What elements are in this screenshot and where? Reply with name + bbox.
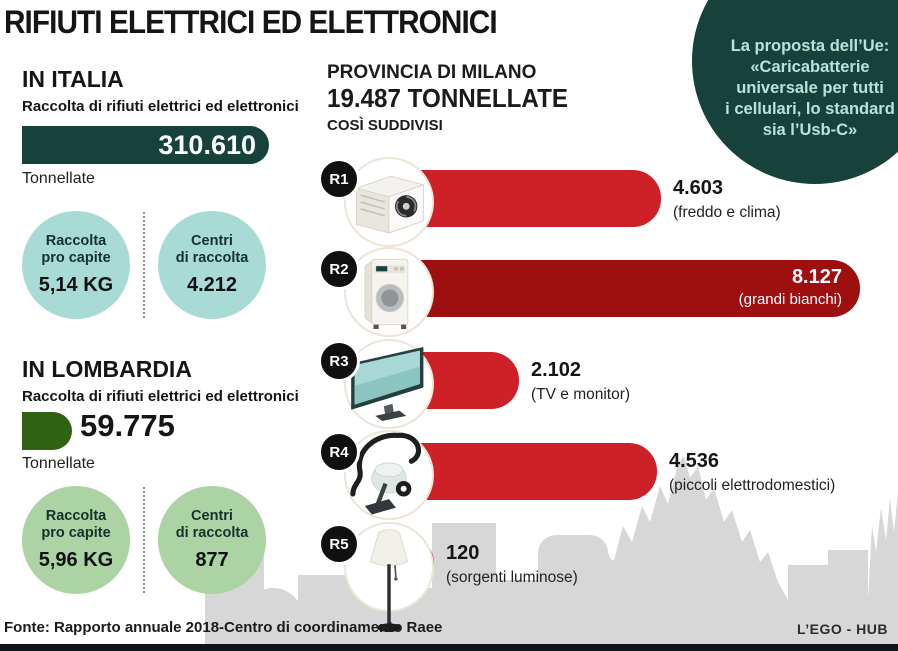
r5-caption: (sorgenti luminose) xyxy=(446,569,578,586)
r3-badge: R3 xyxy=(318,340,360,382)
r4-value: 4.536 xyxy=(669,450,720,472)
milano-total: 19.487 TONNELLATE xyxy=(327,83,568,113)
stat-label: Raccolta pro capite xyxy=(41,508,111,541)
r5-value-group: 120 (sorgenti luminose) xyxy=(446,542,578,587)
r2-caption: (grandi bianchi) xyxy=(738,291,842,308)
lombardia-centri-circle: Centri di raccolta 877 xyxy=(158,486,266,594)
stat-value: 5,96 KG xyxy=(38,549,114,571)
bar-r4 xyxy=(400,443,657,500)
stat-label: Centri di raccolta xyxy=(175,508,249,541)
waste-row-r3: R3 2.102 (TV e monitor) xyxy=(0,339,898,429)
r1-badge: R1 xyxy=(318,158,360,200)
eu-proposal-circle: La proposta dell’Ue: «Caricabatterie uni… xyxy=(692,0,898,184)
tv-monitor-icon xyxy=(351,347,424,421)
stat-value: 4.212 xyxy=(186,274,238,296)
page-title: RIFIUTI ELETTRICI ED ELETTRONICI xyxy=(4,4,498,40)
bottom-bar xyxy=(0,644,898,651)
r2-value-group: 8.127 (grandi bianchi) xyxy=(739,266,842,308)
r1-value-group: 4.603 (freddo e clima) xyxy=(673,177,781,222)
dotted-divider xyxy=(143,487,145,593)
bar-r1 xyxy=(400,170,661,227)
r1-icon-circle xyxy=(344,157,434,247)
floor-lamp-icon xyxy=(369,529,409,632)
waste-row-r4: R4 4.536 (piccoli elettrodomestici) xyxy=(0,430,898,520)
waste-row-r5: R5 120 (sorgenti luminose) xyxy=(0,522,898,632)
stat-label: Centri di raccolta xyxy=(175,233,249,266)
italia-pro-capite-circle: Raccolta pro capite 5,14 KG xyxy=(22,211,130,319)
r2-badge: R2 xyxy=(318,248,360,290)
waste-row-r1: R1 4.603 (freddo e clima) xyxy=(0,157,898,247)
italia-total-value: 310.610 xyxy=(158,130,256,160)
italia-centri-circle: Centri di raccolta 4.212 xyxy=(158,211,266,319)
lombardia-subheading: Raccolta di rifiuti elettrici ed elettro… xyxy=(22,388,299,405)
r3-caption: (TV e monitor) xyxy=(531,386,631,403)
r4-badge: R4 xyxy=(318,431,360,473)
stat-value: 5,14 KG xyxy=(38,274,114,296)
source-note: Fonte: Rapporto annuale 2018-Centro di c… xyxy=(4,619,443,636)
lombardia-total-bar xyxy=(22,412,72,450)
r4-value-group: 4.536 (piccoli elettrodomestici) xyxy=(669,450,835,495)
washing-machine-icon xyxy=(364,258,409,329)
lombardia-total-value: 59.775 xyxy=(80,408,175,443)
stat-value: 877 xyxy=(195,549,229,571)
bar-r2: 8.127 (grandi bianchi) xyxy=(400,260,860,317)
lombardia-heading: IN LOMBARDIA xyxy=(22,356,192,382)
r2-value: 8.127 xyxy=(791,266,842,288)
italia-heading: IN ITALIA xyxy=(22,66,124,92)
eu-proposal-text: La proposta dell’Ue: «Caricabatterie uni… xyxy=(725,37,895,139)
r4-caption: (piccoli elettrodomestici) xyxy=(669,477,836,494)
r5-value: 120 xyxy=(446,542,480,564)
waste-row-r2: 8.127 (grandi bianchi) R2 xyxy=(0,247,898,337)
lombardia-stats: Raccolta pro capite 5,96 KG Centri di ra… xyxy=(22,486,266,594)
r3-value-group: 2.102 (TV e monitor) xyxy=(531,359,630,404)
dotted-divider xyxy=(143,212,145,318)
r3-value: 2.102 xyxy=(531,359,582,381)
r5-badge: R5 xyxy=(318,523,360,565)
r3-icon-circle xyxy=(344,339,434,429)
italia-subheading: Raccolta di rifiuti elettrici ed elettro… xyxy=(22,98,299,115)
vacuum-cleaner-icon xyxy=(350,432,422,515)
lombardia-pro-capite-circle: Raccolta pro capite 5,96 KG xyxy=(22,486,130,594)
air-conditioner-icon xyxy=(354,175,425,234)
italia-total-bar: 310.610 xyxy=(22,126,269,164)
lombardia-unit-label: Tonnellate xyxy=(22,455,95,472)
r1-value: 4.603 xyxy=(673,177,724,199)
credit-label: L’EGO - HUB xyxy=(796,621,888,637)
r1-caption: (freddo e clima) xyxy=(673,204,781,221)
italia-unit-label: Tonnellate xyxy=(22,170,95,187)
milano-subheading: COSÌ SUDDIVISI xyxy=(327,117,443,134)
milano-heading: PROVINCIA DI MILANO xyxy=(327,62,537,83)
italia-stats: Raccolta pro capite 5,14 KG Centri di ra… xyxy=(22,211,266,319)
stat-label: Raccolta pro capite xyxy=(41,233,111,266)
